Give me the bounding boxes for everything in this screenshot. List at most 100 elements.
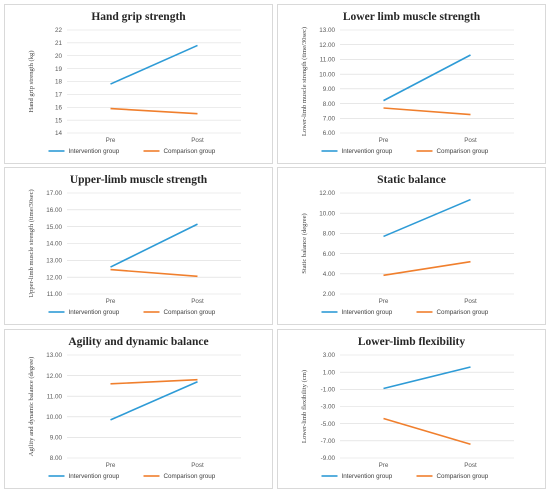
y-tick-label: 12.00 [319,42,335,49]
y-tick-label: 12.00 [319,190,335,197]
y-tick-label: -9.00 [321,455,336,462]
chart-title: Upper-limb muscle strength [70,174,208,186]
y-tick-label: 17 [55,92,63,99]
x-tick-label: Pre [106,298,116,305]
series-line-0 [383,366,471,390]
y-tick-label: 8.00 [323,101,336,108]
x-tick-label: Post [191,137,204,144]
y-tick-label: 21 [55,40,63,47]
series-line-1 [383,260,471,277]
y-tick-label: -7.00 [321,438,336,445]
legend-label: Intervention group [69,309,120,316]
legend-label: Intervention group [69,148,120,155]
y-tick-label: 11.00 [47,291,63,298]
y-tick-label: 3.00 [323,352,336,359]
y-axis-label: Hand grip strength (kg) [28,50,35,112]
y-tick-label: 9.00 [50,435,63,442]
chart-panel-lower-limb-strength: Lower limb muscle strength 6.00 7.00 8.00 9.… [277,4,546,164]
legend-label: Comparison group [437,473,489,480]
chart-panel-upper-limb-strength: Upper-limb muscle strength 11.00 12.00 13.0… [4,167,273,325]
y-tick-label: 16.00 [46,207,62,214]
series-line-0 [383,198,471,238]
y-tick-label: 10.00 [319,210,335,217]
x-tick-label: Post [191,298,204,305]
y-tick-label: 10.00 [46,414,62,421]
x-tick-label: Pre [106,137,116,144]
y-tick-label: 13.00 [46,352,62,359]
x-tick-label: Post [464,137,477,144]
legend-label: Comparison group [437,309,489,316]
y-tick-label: 15.00 [46,224,62,231]
series-line-0 [383,54,471,102]
y-tick-label: 11.00 [320,57,336,64]
y-tick-label: 13.00 [319,27,335,34]
x-tick-label: Pre [379,462,389,469]
y-tick-label: 2.00 [323,291,336,298]
y-tick-label: 6.00 [323,130,336,137]
y-tick-label: 16 [55,104,63,111]
y-tick-label: 13.00 [46,258,62,265]
y-tick-label: 12.00 [46,274,62,281]
y-tick-label: 18 [55,79,63,86]
y-tick-label: 8.00 [50,455,63,462]
series-line-1 [110,378,198,385]
series-line-0 [110,44,198,85]
chart-svg: Lower limb muscle strength 6.00 7.00 8.00 9.… [301,11,514,155]
chart-svg: Hand grip strength 14 15 16 17 18 19 20 21 22 Hand… [28,11,241,155]
y-tick-label: 1.00 [323,369,336,376]
x-tick-label: Post [464,462,477,469]
legend-label: Intervention group [342,473,393,480]
y-tick-label: 11.00 [47,393,63,400]
y-tick-label: 22 [55,27,63,34]
series-line-0 [110,381,198,421]
chart-svg: Upper-limb muscle strength 11.00 12.00 13.0… [28,174,241,316]
y-tick-label: 14.00 [46,241,62,248]
y-axis-label: Upper-limb muscle strength (time/30sec) [28,189,35,297]
y-tick-label: 6.00 [323,251,336,258]
legend-label: Intervention group [342,309,393,316]
y-tick-label: 20 [55,53,63,60]
series-line-1 [110,268,198,278]
chart-title: Lower limb muscle strength [343,11,481,23]
x-tick-label: Pre [379,298,389,305]
y-tick-label: 8.00 [323,231,336,238]
y-tick-label: 12.00 [46,373,62,380]
series-line-1 [383,417,471,446]
y-tick-label: 4.00 [323,271,336,278]
chart-panel-agility: Agility and dynamic balance 8.00 9.00 10.00… [4,329,273,489]
legend-label: Comparison group [164,148,216,155]
x-tick-label: Pre [379,137,389,144]
chart-title: Hand grip strength [91,11,186,23]
y-tick-label: 17.00 [46,190,62,197]
y-axis-label: Lower-limb muscle strength (time/30sec) [301,27,308,136]
y-axis-label: Static balance (degree) [301,213,308,273]
chart-title: Agility and dynamic balance [68,336,208,348]
y-axis-label: Agility and dynamic balance (degree) [28,357,35,457]
chart-title: Lower-limb flexibility [358,336,465,348]
x-tick-label: Post [464,298,477,305]
series-line-0 [110,223,198,268]
y-tick-label: 10.00 [319,71,335,78]
y-tick-label: -3.00 [321,404,336,411]
legend-label: Comparison group [437,148,489,155]
y-axis-label: Lower-limb flexibility (cm) [301,370,308,443]
y-tick-label: 7.00 [323,115,336,122]
x-tick-label: Post [191,462,204,469]
y-tick-label: 9.00 [323,86,336,93]
legend-label: Comparison group [164,309,216,316]
y-tick-label: 15 [55,117,63,124]
chart-panel-flexibility: Lower-limb flexibility -9.00 -7.00 -5.00 -3.… [277,329,546,489]
y-tick-label: 19 [55,66,63,73]
chart-title: Static balance [377,174,446,186]
legend-label: Comparison group [164,473,216,480]
x-tick-label: Pre [106,462,116,469]
chart-svg: Lower-limb flexibility -9.00 -7.00 -5.00 -3.… [301,336,514,480]
y-tick-label: -1.00 [321,387,336,394]
series-line-1 [383,107,471,116]
y-tick-label: -5.00 [321,421,336,428]
y-tick-label: 14 [55,130,63,137]
chart-svg: Static balance 2.00 4.00 6.00 8.00 10.00 12.00… [301,174,514,316]
chart-panel-static-balance: Static balance 2.00 4.00 6.00 8.00 10.00 12.00… [277,167,546,325]
legend-label: Intervention group [69,473,120,480]
chart-svg: Agility and dynamic balance 8.00 9.00 10.00… [28,336,241,480]
